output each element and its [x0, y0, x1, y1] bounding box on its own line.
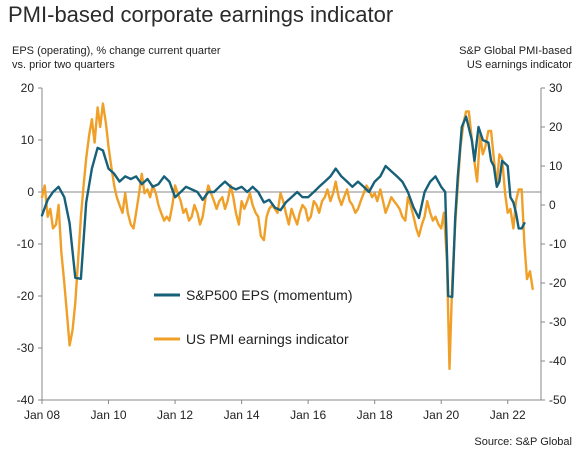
right-axis-label: S&P Global PMI-based US earnings indicat… — [459, 44, 572, 72]
x-tick-label: Jan 08 — [24, 408, 60, 422]
page-title: PMI-based corporate earnings indicator — [8, 2, 394, 27]
legend-label-pmi: US PMI earnings indicator — [186, 331, 349, 347]
right-tick-label: -40 — [549, 354, 567, 368]
eps-series-line — [40, 115, 526, 299]
right-tick-label: -30 — [549, 315, 567, 329]
x-tick-label: Jan 12 — [157, 408, 193, 422]
left-tick-label: -40 — [17, 393, 35, 407]
left-tick-label: 10 — [21, 133, 35, 147]
right-tick-label: 0 — [549, 198, 556, 212]
x-tick-label: Jan 16 — [290, 408, 326, 422]
right-axis-label-line-2: US earnings indicator — [466, 59, 572, 71]
left-axis-label-line-2: vs. prior two quarters — [12, 59, 115, 71]
right-tick-label: 20 — [549, 120, 563, 134]
x-tick-label: Jan 14 — [224, 408, 260, 422]
x-tick-label: Jan 18 — [357, 408, 393, 422]
left-axis-label-line-1: EPS (operating), % change current quarte… — [12, 45, 221, 57]
right-tick-label: 30 — [549, 81, 563, 95]
right-tick-label: 10 — [549, 159, 563, 173]
x-tick-label: Jan 20 — [423, 408, 459, 422]
pmi-series-line — [40, 102, 534, 370]
legend-label-eps: S&P500 EPS (momentum) — [186, 287, 353, 303]
right-tick-label: -50 — [549, 393, 567, 407]
right-axis-label-line-1: S&P Global PMI-based — [459, 45, 572, 57]
left-tick-label: -30 — [17, 341, 35, 355]
left-tick-label: -10 — [17, 237, 35, 251]
source-note: Source: S&P Global — [474, 436, 572, 448]
x-tick-label: Jan 10 — [91, 408, 127, 422]
left-axis-label: EPS (operating), % change current quarte… — [12, 44, 221, 72]
left-tick-label: 20 — [21, 81, 35, 95]
right-tick-label: -10 — [549, 237, 567, 251]
left-tick-label: -20 — [17, 289, 35, 303]
right-tick-label: -20 — [549, 276, 567, 290]
x-tick-label: Jan 22 — [490, 408, 526, 422]
left-tick-label: 0 — [27, 185, 34, 199]
